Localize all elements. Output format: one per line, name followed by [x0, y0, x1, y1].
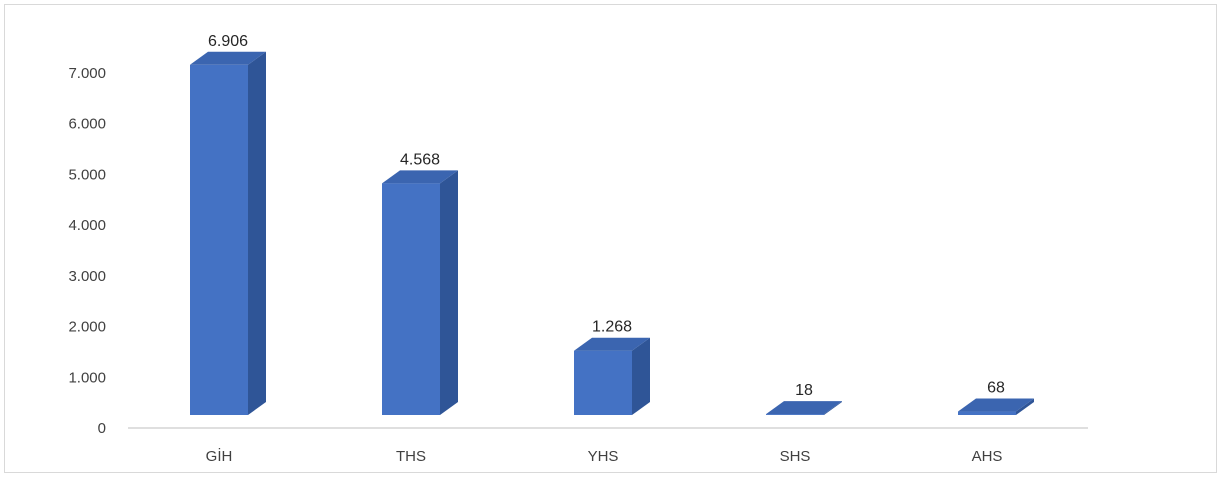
bar-top	[574, 337, 650, 351]
y-tick-label: 2.000	[68, 319, 106, 336]
x-tick-label: SHS	[780, 448, 811, 465]
bar-top	[190, 51, 266, 65]
data-label: 68	[987, 380, 1005, 397]
bar	[190, 51, 266, 415]
bar-front	[190, 64, 248, 415]
y-tick-label: 7.000	[68, 65, 106, 82]
data-label: 18	[795, 382, 813, 399]
bar-front	[382, 183, 440, 415]
data-label: 1.268	[592, 319, 632, 336]
y-tick-label: 3.000	[68, 268, 106, 285]
bar-top	[382, 170, 458, 184]
y-tick-label: 4.000	[68, 217, 106, 234]
x-tick-label: GİH	[206, 447, 233, 465]
bar	[958, 398, 1034, 415]
bar-front	[766, 414, 824, 415]
bar-side	[1016, 398, 1034, 415]
bar-front	[958, 411, 1016, 415]
bars	[190, 51, 1034, 415]
bar	[574, 337, 650, 415]
y-axis-ticks: 0 1.000 2.000 3.000 4.000 5.000 6.000 7.000	[68, 65, 106, 437]
y-tick-label: 6.000	[68, 116, 106, 133]
bar-side	[824, 401, 842, 415]
x-tick-label: THS	[396, 448, 426, 465]
x-tick-label: YHS	[588, 448, 619, 465]
y-tick-label: 5.000	[68, 166, 106, 183]
y-tick-label: 1.000	[68, 369, 106, 386]
bar	[766, 401, 842, 415]
bar	[382, 170, 458, 415]
bar-top	[766, 401, 842, 415]
data-label: 4.568	[400, 151, 440, 168]
bar-top	[958, 398, 1034, 412]
x-tick-label: AHS	[972, 448, 1003, 465]
bar-side	[632, 337, 650, 415]
data-labels: 6.906 4.568 1.268 18 68	[208, 33, 1005, 399]
x-axis-labels: GİH THS YHS SHS AHS	[206, 447, 1003, 465]
bar-front	[574, 350, 632, 415]
y-tick-label: 0	[98, 420, 106, 437]
bar-side	[440, 170, 458, 415]
bar-side	[248, 51, 266, 415]
data-label: 6.906	[208, 33, 248, 50]
